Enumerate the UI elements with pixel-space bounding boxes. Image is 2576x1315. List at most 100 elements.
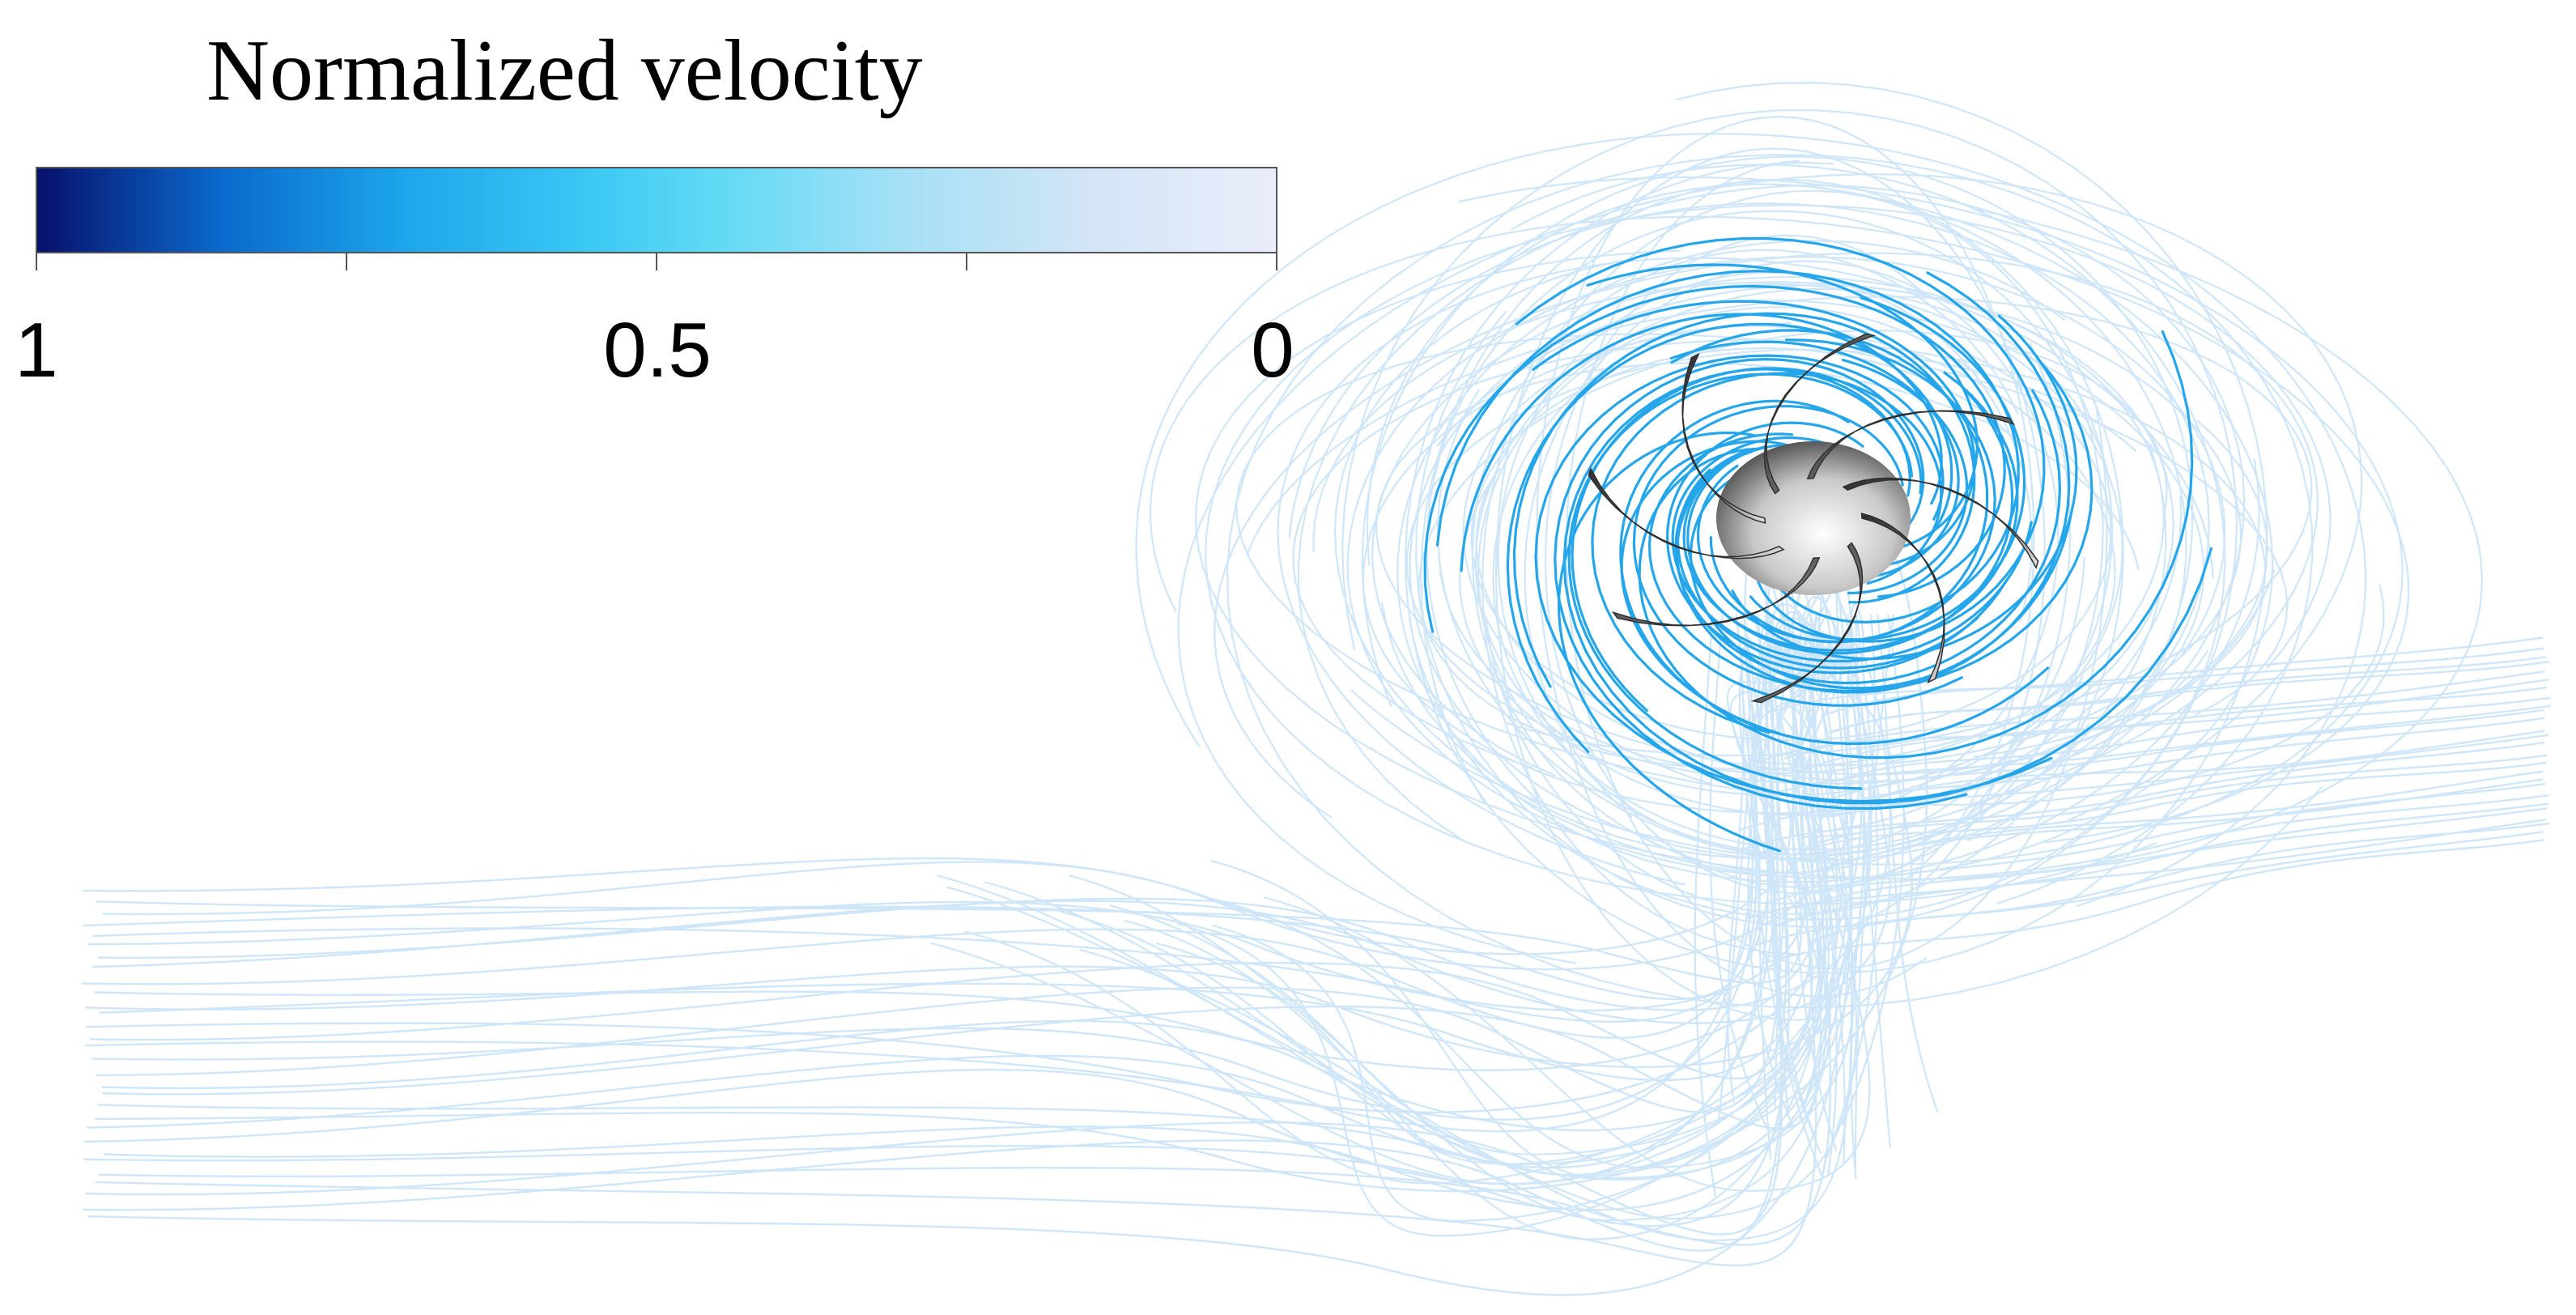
colorbar-ticks xyxy=(36,253,1277,270)
streamline-impeller xyxy=(1423,284,2006,633)
streamline-inlet xyxy=(84,615,1825,1185)
streamline-impeller xyxy=(1591,372,1943,734)
streamline-impeller xyxy=(1686,390,2014,655)
streamline-outlet xyxy=(1762,704,2552,798)
streamline-impeller xyxy=(1506,322,1953,754)
streamline-inlet xyxy=(102,616,1861,971)
impeller-blade xyxy=(1611,556,1821,627)
streamline-impeller xyxy=(1632,405,1963,707)
streamline-outlet xyxy=(1765,794,2549,904)
streamline-outlet xyxy=(1798,679,2549,772)
streamline-inlet xyxy=(89,555,1815,1080)
streamline-outlet xyxy=(1763,839,2544,964)
streamline-loop xyxy=(1471,249,2084,875)
impeller-blade xyxy=(1750,542,1864,704)
streamline-loop xyxy=(1288,202,2210,838)
streamline-bundle xyxy=(1727,614,1745,1104)
streamline-inlet xyxy=(94,537,1928,1193)
streamline-loop xyxy=(1396,240,2260,883)
streamline-impeller xyxy=(1676,468,1979,670)
streamline-bundle xyxy=(1804,614,1838,1104)
streamline-outlet xyxy=(1744,741,2545,849)
impeller-blade xyxy=(1763,333,1877,495)
impeller-blade xyxy=(1806,410,2016,480)
colorbar-tick-label-max: 1 xyxy=(15,307,57,394)
impeller-blade xyxy=(1842,477,2039,569)
streamline-outlet xyxy=(1813,782,2546,896)
streamline-impeller xyxy=(1670,340,1960,579)
streamline-loop xyxy=(1177,173,2363,964)
streamline-impeller xyxy=(1749,296,2026,641)
streamline-loop xyxy=(1297,184,2246,860)
streamline-bulge xyxy=(1058,630,1851,1165)
colorbar-tick-label-mid: 0.5 xyxy=(603,307,711,394)
streamline-loop xyxy=(1470,343,2112,742)
streamline-impeller xyxy=(1638,330,2194,760)
impeller-blade xyxy=(1588,467,1785,560)
impeller-hub xyxy=(1716,441,1911,595)
streamline-outlet xyxy=(1796,807,2548,909)
streamline-bundle xyxy=(1823,614,1879,1166)
streamline-impeller xyxy=(1682,371,2019,652)
streamline-loop xyxy=(1481,189,2104,955)
impeller-streamlines xyxy=(1423,237,2213,853)
streamline-outlet xyxy=(1827,730,2545,815)
colorbar-title: Normalized velocity xyxy=(206,23,923,119)
streamline-bundle xyxy=(1850,614,1876,1180)
streamline-loop xyxy=(1292,338,2266,769)
streamline-outlet xyxy=(1764,686,2547,760)
streamline-bundle xyxy=(1694,614,1716,1197)
streamline-outlet xyxy=(1813,778,2544,873)
colorbar-tick-label-min: 0 xyxy=(1251,307,1294,394)
streamline-outlet xyxy=(1783,670,2545,760)
streamline-bulge xyxy=(930,630,1822,1185)
streamline-loop xyxy=(1214,252,2319,819)
streamline-bulge xyxy=(1264,630,1871,1192)
outer-streamlines xyxy=(81,81,2552,1296)
streamline-impeller xyxy=(1460,313,1943,572)
streamline-loop xyxy=(1409,164,2226,921)
streamline-bundle xyxy=(1774,614,1817,1108)
streamline-impeller xyxy=(1620,440,1795,735)
streamline-outlet xyxy=(1748,802,2549,919)
streamline-inlet xyxy=(96,588,1853,1181)
streamline-loop xyxy=(1405,348,2268,785)
impeller-icon xyxy=(1588,333,2039,704)
streamline-loop xyxy=(1277,257,2214,886)
streamline-bulge xyxy=(964,630,1848,1185)
streamline-inlet xyxy=(99,638,1816,1082)
streamline-bulge xyxy=(1069,630,1827,1222)
streamline-outlet xyxy=(1764,647,2544,715)
streamline-outlet xyxy=(1821,770,2544,871)
streamline-bundle xyxy=(1811,614,1838,1177)
streamline-bundle xyxy=(1792,614,1837,1151)
streamline-impeller xyxy=(1696,338,1996,643)
streamline-loop xyxy=(1312,281,2242,767)
streamline-inlet xyxy=(93,638,1844,1071)
streamline-outlet xyxy=(1830,709,2544,800)
streamline-bulge xyxy=(1213,630,1855,1169)
streamline-impeller xyxy=(1666,421,2009,675)
impeller-blade xyxy=(1681,352,1766,524)
streamline-inlet xyxy=(101,589,1872,1132)
streamline-inlet xyxy=(96,617,1858,985)
impeller-blade xyxy=(1860,513,1945,684)
streamline-loop xyxy=(1205,204,2332,905)
streamline-bulge xyxy=(984,630,1852,1176)
streamline-inlet xyxy=(91,638,1891,1024)
streamline-loop xyxy=(1405,81,2268,974)
streamline-impeller xyxy=(1512,312,1976,688)
streamline-impeller xyxy=(1534,354,2053,803)
streamline-impeller xyxy=(1675,271,2071,694)
streamline-bulge xyxy=(1124,630,1838,1241)
streamline-impeller xyxy=(1532,300,1976,568)
colorbar-bar xyxy=(36,167,1277,253)
streamline-bundle xyxy=(1709,614,1768,1130)
streamline-outlet xyxy=(1830,696,2551,784)
streamline-loop xyxy=(1135,133,2367,908)
streamline-inlet xyxy=(96,603,1844,1113)
colorbar-legend: Normalized velocity 1 0.5 0 xyxy=(15,23,1294,394)
streamline-loop xyxy=(1462,325,2116,785)
streamline-bundle xyxy=(1841,614,1905,1126)
